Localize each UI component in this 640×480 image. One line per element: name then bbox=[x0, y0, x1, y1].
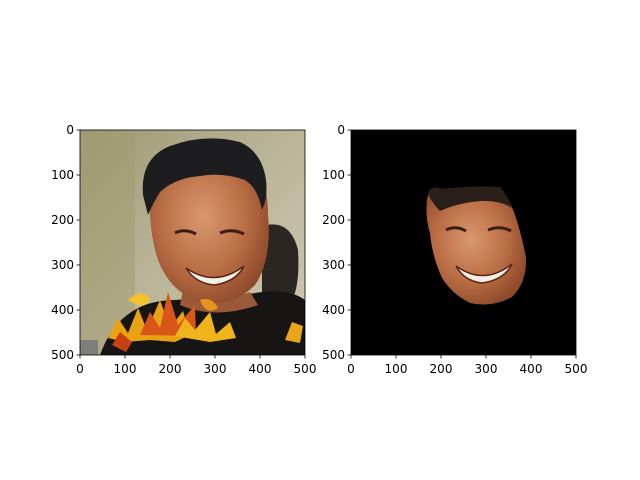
right-image bbox=[351, 130, 576, 355]
left-y-tick-label: 400 bbox=[51, 303, 74, 317]
right-axes-frame bbox=[350, 129, 577, 356]
left-axes-frame bbox=[79, 129, 306, 356]
left-image bbox=[80, 130, 305, 355]
left-x-tick-label: 0 bbox=[76, 362, 84, 376]
left-x-tick-label: 100 bbox=[114, 362, 137, 376]
left-x-tick-label: 400 bbox=[249, 362, 272, 376]
left-y-tick-label: 0 bbox=[66, 123, 74, 137]
right-x-tick-label: 0 bbox=[347, 362, 355, 376]
left-x-tick-label: 300 bbox=[204, 362, 227, 376]
left-y-tick-label: 500 bbox=[51, 348, 74, 362]
right-y-tick-label: 500 bbox=[322, 348, 345, 362]
right-y-tick-label: 100 bbox=[322, 168, 345, 182]
right-x-tick-label: 500 bbox=[565, 362, 588, 376]
left-y-tick-label: 100 bbox=[51, 168, 74, 182]
left-y-tick-label: 200 bbox=[51, 213, 74, 227]
right-x-tick-label: 300 bbox=[475, 362, 498, 376]
right-y-tick-label: 300 bbox=[322, 258, 345, 272]
right-x-tick-label: 400 bbox=[520, 362, 543, 376]
right-x-tick-label: 100 bbox=[385, 362, 408, 376]
right-y-tick-label: 400 bbox=[322, 303, 345, 317]
right-y-tick-label: 200 bbox=[322, 213, 345, 227]
left-x-tick-label: 200 bbox=[159, 362, 182, 376]
left-y-tick-label: 300 bbox=[51, 258, 74, 272]
left-x-tick-label: 500 bbox=[294, 362, 317, 376]
right-x-tick-label: 200 bbox=[430, 362, 453, 376]
right-y-tick-label: 0 bbox=[337, 123, 345, 137]
